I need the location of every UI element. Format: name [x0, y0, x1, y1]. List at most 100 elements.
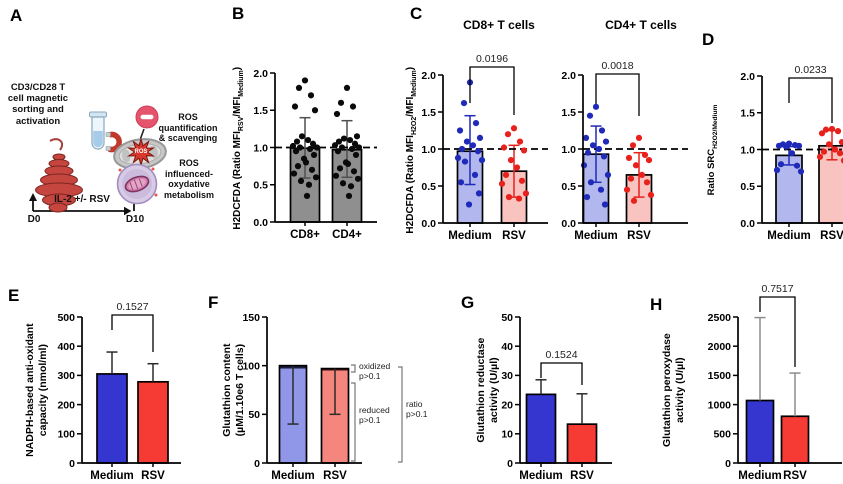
svg-text:RSV: RSV [502, 230, 526, 242]
panel-f: F 0 50 100 150 Medium RSV oxidized p>0.1 reduced… [190, 255, 448, 484]
svg-text:2500: 2500 [708, 312, 732, 324]
glutathione-content-chart: 0 50 100 150 Medium RSV oxidized p>0.1 reduced p>… [190, 255, 448, 484]
panel-h-letter: H [650, 295, 663, 314]
ros-metabolism-label: ROS influenced- oxydative metabolism [163, 158, 214, 200]
panel-d: D 0.0 0.5 1.0 1.5 2.0 Medium RSV 0.0233 Ratio SR… [700, 0, 843, 255]
svg-text:500: 500 [713, 429, 731, 441]
bar-H-1 [780, 415, 810, 464]
axes: 0 10 20 30 40 50 Medium RSV [501, 312, 612, 482]
bar-G-1 [566, 423, 598, 464]
svg-text:RSV: RSV [627, 230, 651, 242]
svg-text:Medium: Medium [767, 230, 810, 242]
p-value-bracket: 0.1524 [540, 349, 583, 385]
chart-B: 0.0 0.5 1.0 1.5 2.0 CD8+ CD4+ [253, 68, 377, 241]
mitochondria-ros-icon [113, 137, 167, 170]
svg-text:2.0: 2.0 [561, 70, 576, 82]
svg-text:0.0: 0.0 [561, 218, 576, 230]
h2dcfda-h2o2-cd8-chart: CD8+ T cells 0.0 0.5 1.0 1.5 2.0 Medium RSV 0.01… [398, 0, 732, 255]
h2dcfda-rsv-ratio-chart: 0.0 0.5 1.0 1.5 2.0 CD8+ CD4+ H2DCFDA (Ratio MF… [220, 0, 420, 255]
svg-text:20: 20 [501, 399, 513, 411]
svg-text:0: 0 [507, 458, 513, 470]
axes: 0 500 1000 1500 2000 2500 Medium RSV [708, 312, 842, 482]
bar-H-0 [745, 399, 775, 464]
svg-text:RSV: RSV [323, 470, 347, 482]
chart-D: 0.0 0.5 1.0 1.5 2.0 Medium RSV 0.0233 [740, 64, 843, 242]
src-ratio-chart: 0.0 0.5 1.0 1.5 2.0 Medium RSV 0.0233 Ratio SRCH… [700, 0, 843, 255]
svg-text:RSV: RSV [141, 470, 165, 482]
svg-text:Medium: Medium [574, 230, 617, 242]
svg-text:0.0: 0.0 [421, 218, 436, 230]
svg-text:0.0196: 0.0196 [476, 53, 508, 65]
panel-e-letter: E [8, 286, 20, 305]
bar-E-1 [137, 380, 169, 464]
panel-g-letter: G [461, 293, 475, 312]
chart-E: 0 100 200 300 400 500 Medium RSV 0.1527 [57, 301, 181, 482]
svg-text:50: 50 [248, 409, 260, 421]
h2dcfda-h2o2-cd4-chart: CD4+ T cells 0.0 0.5 1.0 1.5 2.0 Medium RSV 0.00… [398, 0, 732, 255]
p-value-bracket: 0.0233 [788, 64, 833, 123]
error-bar [106, 351, 118, 374]
t-cell-culture-cone-icon [35, 138, 83, 213]
svg-text:40: 40 [501, 341, 513, 353]
svg-text:100: 100 [57, 429, 75, 441]
svg-text:0.5: 0.5 [253, 180, 268, 192]
error-bar [535, 379, 547, 395]
bar-G-0 [525, 393, 557, 464]
svg-text:2.0: 2.0 [253, 68, 268, 80]
svg-text:1.0: 1.0 [740, 144, 755, 156]
error-bar [329, 368, 341, 416]
svg-text:0.1524: 0.1524 [545, 349, 577, 361]
scatter-dots [773, 140, 805, 175]
day0-label: D0 [27, 214, 41, 225]
il2-rsv-timeline-label: IL-2 +/- RSV [54, 194, 110, 205]
axes: 0.0 0.5 1.0 1.5 2.0 Medium RSV [561, 70, 688, 242]
svg-text:10: 10 [501, 429, 513, 441]
svg-text:0: 0 [725, 458, 731, 470]
error-bar [464, 114, 476, 186]
chart-C1: CD8+ T cells 0.0 0.5 1.0 1.5 2.0 Medium RSV 0.01… [421, 18, 548, 242]
ros-scavenging-sign-icon [134, 105, 159, 141]
svg-text:1.0: 1.0 [253, 142, 268, 154]
svg-text:0.5: 0.5 [740, 181, 755, 193]
svg-text:400: 400 [57, 341, 75, 353]
panel-d-letter: D [702, 30, 715, 49]
svg-text:Medium: Medium [90, 470, 133, 482]
svg-text:Medium: Medium [738, 470, 781, 482]
panel-a-letter: A [10, 6, 23, 25]
scatter-dots [623, 134, 655, 204]
chart-G: 0 10 20 30 40 50 Medium RSV 0.1524 [501, 312, 612, 482]
svg-text:2.0: 2.0 [740, 71, 755, 83]
svg-text:0.5: 0.5 [421, 181, 436, 193]
p-value-bracket: 0.7517 [759, 283, 796, 367]
svg-text:Medium: Medium [519, 470, 562, 482]
svg-text:0.0: 0.0 [253, 217, 268, 229]
bar-E-0 [96, 373, 128, 464]
svg-text:1000: 1000 [708, 399, 732, 411]
magnetic-sorting-tube-icon [89, 111, 122, 153]
error-bar [341, 119, 353, 179]
svg-text:RSV: RSV [783, 470, 807, 482]
p-value-bracket: 0.0196 [469, 53, 515, 115]
ros-badge-label: ROS [134, 148, 148, 155]
scatter-dots [331, 84, 363, 200]
svg-text:p>0.1: p>0.1 [359, 415, 381, 425]
svg-text:1500: 1500 [708, 370, 732, 382]
sorting-activation-label: CD3/CD28 T cell magnetic sorting and act… [7, 82, 69, 127]
panel-b: B 0.0 0.5 1.0 1.5 2.0 CD8+ CD4+ H2DCFDA (Ratio … [220, 0, 420, 255]
scatter-dots [454, 79, 486, 208]
panel-e: E 0 100 200 300 400 500 Medium RSV 0.1527 NADPH-b… [0, 255, 190, 484]
svg-text:ratio: ratio [406, 399, 423, 409]
error-bar [789, 372, 801, 417]
svg-text:0.1527: 0.1527 [116, 301, 148, 313]
svg-text:reduced: reduced [359, 405, 390, 415]
axes: 0.0 0.5 1.0 1.5 2.0 Medium RSV [421, 70, 548, 242]
panel-b-letter: B [232, 4, 245, 23]
svg-text:1.5: 1.5 [561, 107, 576, 119]
scatter-dots [816, 125, 843, 164]
error-bar [576, 393, 588, 425]
panel-h: H 0 500 1000 1500 2000 2500 Medium RSV 0.7517 Glu… [645, 255, 843, 484]
